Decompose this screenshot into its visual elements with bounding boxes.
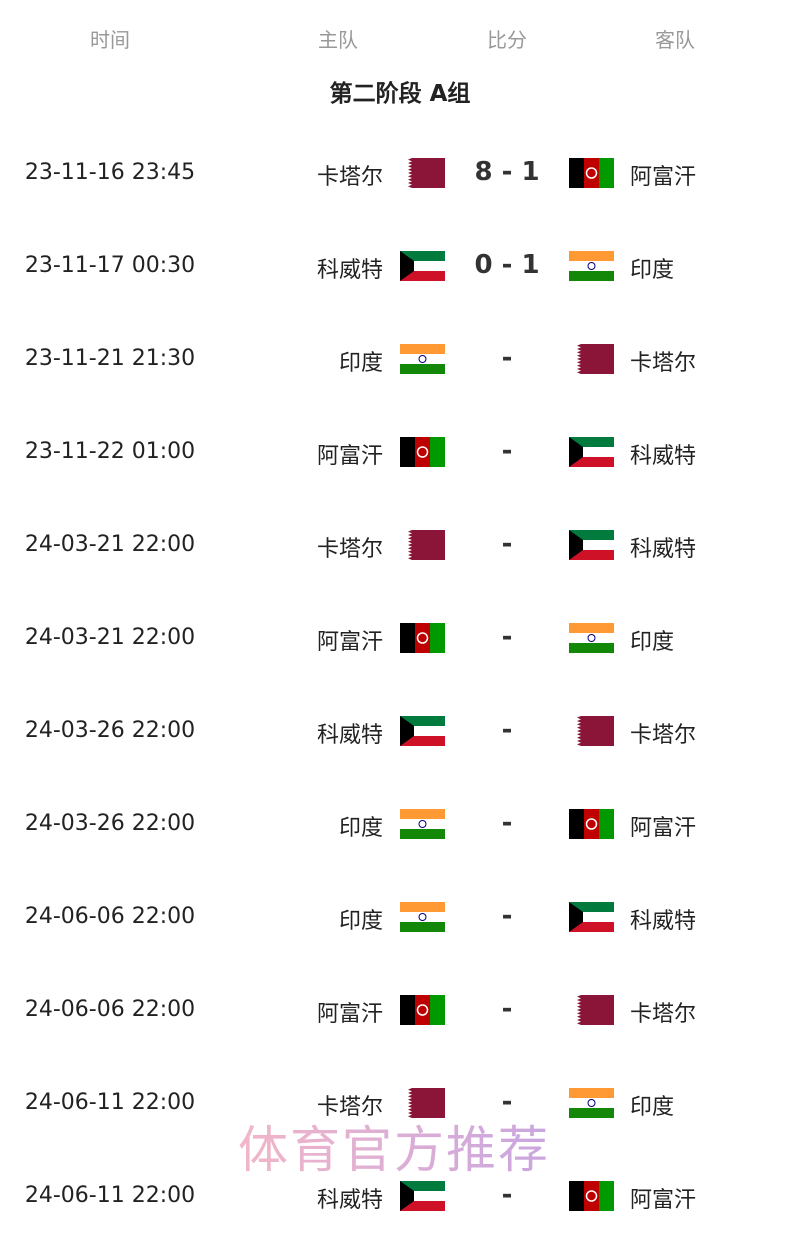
- home-team: 卡塔尔: [316, 537, 383, 562]
- kuwait-flag-icon: [400, 251, 445, 281]
- away-team: 印度: [630, 1095, 675, 1120]
- match-row[interactable]: 23-11-21 21:30 印度 - 卡塔尔: [0, 334, 800, 384]
- match-score: -: [501, 808, 513, 838]
- match-score: -: [501, 343, 513, 373]
- match-time: 23-11-17 00:30: [24, 253, 196, 278]
- afghanistan-flag-icon: [569, 1181, 614, 1211]
- away-team: 科威特: [630, 909, 697, 934]
- match-row[interactable]: 24-03-26 22:00 科威特 - 卡塔尔: [0, 706, 800, 756]
- away-team: 阿富汗: [630, 165, 697, 190]
- home-team: 卡塔尔: [316, 1095, 383, 1120]
- home-team: 科威特: [316, 258, 383, 283]
- qatar-flag-icon: [569, 995, 614, 1025]
- match-score: 8 - 1: [474, 157, 540, 187]
- home-team: 阿富汗: [316, 630, 383, 655]
- away-team: 印度: [630, 258, 675, 283]
- match-row[interactable]: 24-03-21 22:00 阿富汗 - 印度: [0, 613, 800, 663]
- india-flag-icon: [569, 623, 614, 653]
- match-time: 24-03-21 22:00: [24, 532, 196, 557]
- match-row[interactable]: 24-03-21 22:00 卡塔尔 - 科威特: [0, 520, 800, 570]
- qatar-flag-icon: [569, 716, 614, 746]
- header-away: 客队: [655, 28, 695, 52]
- match-time: 24-06-11 22:00: [24, 1183, 196, 1208]
- match-time: 24-03-26 22:00: [24, 811, 196, 836]
- india-flag-icon: [400, 902, 445, 932]
- match-row[interactable]: 24-06-11 22:00 科威特 - 阿富汗: [0, 1171, 800, 1221]
- qatar-flag-icon: [400, 158, 445, 188]
- watermark: 体育官方推荐: [238, 1121, 550, 1179]
- match-time: 24-03-21 22:00: [24, 625, 196, 650]
- home-team: 科威特: [316, 723, 383, 748]
- away-team: 印度: [630, 630, 675, 655]
- qatar-flag-icon: [400, 530, 445, 560]
- home-team: 印度: [338, 909, 383, 934]
- away-team: 阿富汗: [630, 1188, 697, 1213]
- match-row[interactable]: 24-06-06 22:00 阿富汗 - 卡塔尔: [0, 985, 800, 1035]
- kuwait-flag-icon: [569, 530, 614, 560]
- match-time: 24-06-06 22:00: [24, 904, 196, 929]
- match-score: -: [501, 1180, 513, 1210]
- india-flag-icon: [400, 344, 445, 374]
- match-score: -: [501, 1087, 513, 1117]
- match-score: -: [501, 715, 513, 745]
- header-time: 时间: [90, 28, 130, 52]
- away-team: 阿富汗: [630, 816, 697, 841]
- away-team: 卡塔尔: [630, 351, 697, 376]
- india-flag-icon: [569, 251, 614, 281]
- group-title: 第二阶段 A组: [329, 81, 471, 107]
- match-row[interactable]: 24-03-26 22:00 印度 - 阿富汗: [0, 799, 800, 849]
- away-team: 科威特: [630, 444, 697, 469]
- qatar-flag-icon: [569, 344, 614, 374]
- match-score: -: [501, 901, 513, 931]
- afghanistan-flag-icon: [400, 995, 445, 1025]
- match-time: 24-03-26 22:00: [24, 718, 196, 743]
- away-team: 卡塔尔: [630, 1002, 697, 1027]
- home-team: 阿富汗: [316, 444, 383, 469]
- afghanistan-flag-icon: [569, 809, 614, 839]
- afghanistan-flag-icon: [569, 158, 614, 188]
- match-row[interactable]: 23-11-22 01:00 阿富汗 - 科威特: [0, 427, 800, 477]
- india-flag-icon: [400, 809, 445, 839]
- match-score: -: [501, 622, 513, 652]
- away-team: 卡塔尔: [630, 723, 697, 748]
- match-score: -: [501, 436, 513, 466]
- kuwait-flag-icon: [569, 902, 614, 932]
- match-row[interactable]: 24-06-11 22:00 卡塔尔 - 印度: [0, 1078, 800, 1128]
- kuwait-flag-icon: [400, 716, 445, 746]
- home-team: 印度: [338, 816, 383, 841]
- afghanistan-flag-icon: [400, 437, 445, 467]
- match-time: 23-11-21 21:30: [24, 346, 196, 371]
- match-score: -: [501, 529, 513, 559]
- away-team: 科威特: [630, 537, 697, 562]
- match-row[interactable]: 24-06-06 22:00 印度 - 科威特: [0, 892, 800, 942]
- header-score: 比分: [487, 28, 527, 52]
- home-team: 科威特: [316, 1188, 383, 1213]
- kuwait-flag-icon: [400, 1181, 445, 1211]
- header-home: 主队: [318, 28, 358, 52]
- home-team: 卡塔尔: [316, 165, 383, 190]
- match-row[interactable]: 23-11-17 00:30 科威特 0 - 1 印度: [0, 241, 800, 291]
- india-flag-icon: [569, 1088, 614, 1118]
- match-row[interactable]: 23-11-16 23:45 卡塔尔 8 - 1 阿富汗: [0, 148, 800, 198]
- match-time: 23-11-22 01:00: [24, 439, 196, 464]
- home-team: 阿富汗: [316, 1002, 383, 1027]
- home-team: 印度: [338, 351, 383, 376]
- afghanistan-flag-icon: [400, 623, 445, 653]
- qatar-flag-icon: [400, 1088, 445, 1118]
- match-time: 24-06-11 22:00: [24, 1090, 196, 1115]
- match-score: -: [501, 994, 513, 1024]
- match-time: 23-11-16 23:45: [24, 160, 196, 185]
- match-time: 24-06-06 22:00: [24, 997, 196, 1022]
- kuwait-flag-icon: [569, 437, 614, 467]
- match-score: 0 - 1: [474, 250, 540, 280]
